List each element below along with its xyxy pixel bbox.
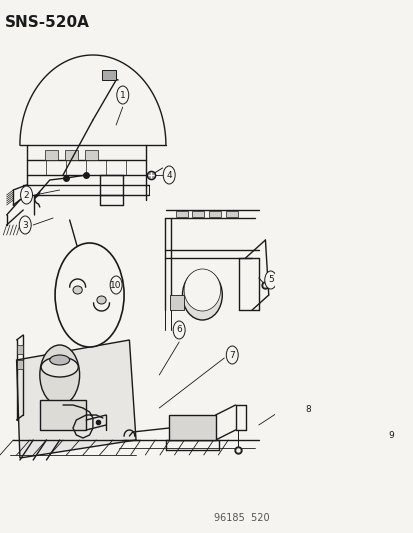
FancyBboxPatch shape bbox=[65, 150, 78, 160]
Text: 96185  520: 96185 520 bbox=[213, 513, 269, 523]
FancyBboxPatch shape bbox=[176, 211, 188, 217]
Ellipse shape bbox=[50, 355, 69, 365]
Circle shape bbox=[21, 186, 33, 204]
Text: SNS-520A: SNS-520A bbox=[5, 15, 90, 30]
Text: 4: 4 bbox=[166, 171, 172, 180]
Polygon shape bbox=[17, 340, 136, 458]
Text: 2: 2 bbox=[24, 190, 29, 199]
FancyBboxPatch shape bbox=[17, 360, 22, 369]
FancyBboxPatch shape bbox=[40, 400, 86, 430]
Ellipse shape bbox=[182, 270, 222, 320]
Ellipse shape bbox=[97, 296, 106, 304]
Text: 5: 5 bbox=[267, 276, 273, 285]
Ellipse shape bbox=[184, 269, 220, 311]
Circle shape bbox=[226, 346, 237, 364]
Text: 7: 7 bbox=[229, 351, 235, 359]
FancyBboxPatch shape bbox=[85, 150, 98, 160]
Circle shape bbox=[55, 243, 124, 347]
FancyBboxPatch shape bbox=[17, 345, 22, 354]
FancyBboxPatch shape bbox=[169, 295, 184, 310]
Circle shape bbox=[264, 271, 276, 289]
Text: 9: 9 bbox=[388, 431, 394, 440]
Text: 3: 3 bbox=[22, 221, 28, 230]
FancyBboxPatch shape bbox=[45, 150, 58, 160]
FancyBboxPatch shape bbox=[209, 211, 221, 217]
FancyBboxPatch shape bbox=[101, 70, 116, 80]
Text: 1: 1 bbox=[120, 91, 125, 100]
Circle shape bbox=[110, 276, 122, 294]
Text: 10: 10 bbox=[110, 280, 121, 289]
Ellipse shape bbox=[41, 357, 78, 377]
Circle shape bbox=[302, 401, 314, 419]
Text: 8: 8 bbox=[305, 406, 311, 415]
Ellipse shape bbox=[73, 286, 82, 294]
Circle shape bbox=[116, 86, 128, 104]
Ellipse shape bbox=[40, 345, 79, 405]
Circle shape bbox=[385, 426, 396, 444]
Circle shape bbox=[163, 166, 175, 184]
Circle shape bbox=[173, 321, 185, 339]
Text: 6: 6 bbox=[176, 326, 182, 335]
FancyBboxPatch shape bbox=[192, 211, 204, 217]
FancyBboxPatch shape bbox=[169, 415, 215, 440]
Circle shape bbox=[19, 216, 31, 234]
FancyBboxPatch shape bbox=[225, 211, 237, 217]
